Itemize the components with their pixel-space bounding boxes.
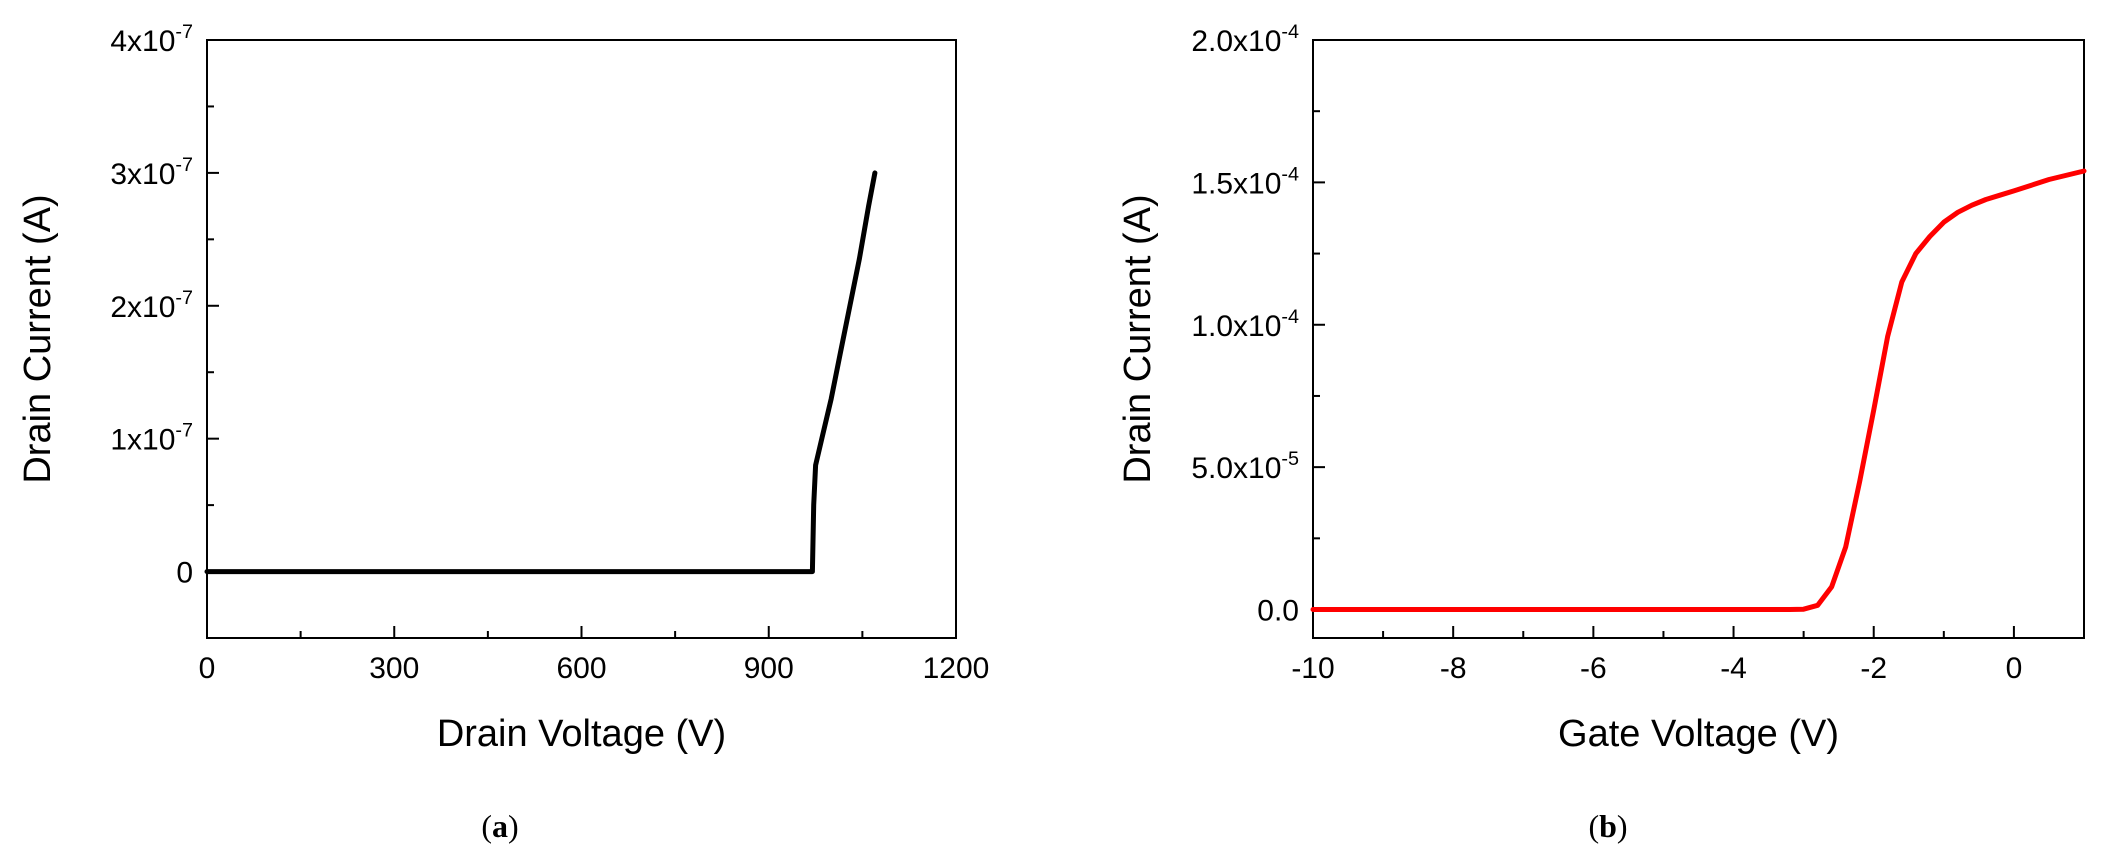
plot-frame — [1312, 39, 2085, 639]
y-tick-label: 5.0x10-5 — [1191, 448, 1299, 485]
y-axis-label: Drain Current (A) — [1117, 194, 1159, 483]
y-tick-label: 2.0x10-4 — [1191, 21, 1299, 58]
x-tick-label: -6 — [1580, 652, 1607, 685]
x-tick-label: -8 — [1440, 652, 1467, 685]
y-tick-label: 1.0x10-4 — [1191, 306, 1299, 343]
chart-panel-b: -10 -8 -6 -4 -2 0 0.0 5.0x10-5 1.0x10-4 1.5x10-4 2… — [1117, 21, 2087, 755]
y-tick-label: 1x10-7 — [110, 420, 193, 457]
caption-a: (a) — [481, 808, 519, 844]
x-tick-label: -2 — [1860, 652, 1887, 685]
caption-b: (b) — [1588, 808, 1628, 844]
x-tick-label: 0 — [2006, 652, 2023, 685]
y-axis-label: Drain Current (A) — [17, 194, 59, 483]
x-tick-label: -10 — [1291, 652, 1334, 685]
x-axis-label: Drain Voltage (V) — [437, 713, 726, 755]
x-tick-label: 600 — [556, 652, 606, 685]
x-tick-label: 900 — [744, 652, 794, 685]
series-line-0 — [204, 170, 878, 575]
x-tick-label: -4 — [1720, 652, 1747, 685]
x-tick-label: 0 — [199, 652, 216, 685]
x-tick-label: 1200 — [923, 652, 990, 685]
caption-a-letter: a — [492, 808, 508, 844]
caption-b-letter: b — [1599, 808, 1617, 844]
y-tick-label: 1.5x10-4 — [1191, 163, 1299, 200]
y-tick-label: 0 — [176, 557, 193, 590]
series-line-0 — [1310, 168, 2087, 612]
y-tick-label: 2x10-7 — [110, 287, 193, 324]
y-tick-label: 0.0 — [1257, 595, 1299, 628]
y-tick-label: 3x10-7 — [110, 154, 193, 191]
x-axis-label: Gate Voltage (V) — [1558, 713, 1839, 755]
chart-panel-a: 0 300 600 900 1200 0 1x10-7 2x10-7 3x10-7 4x10-7 D… — [17, 21, 989, 755]
y-tick-label: 4x10-7 — [110, 21, 193, 58]
x-tick-label: 300 — [369, 652, 419, 685]
